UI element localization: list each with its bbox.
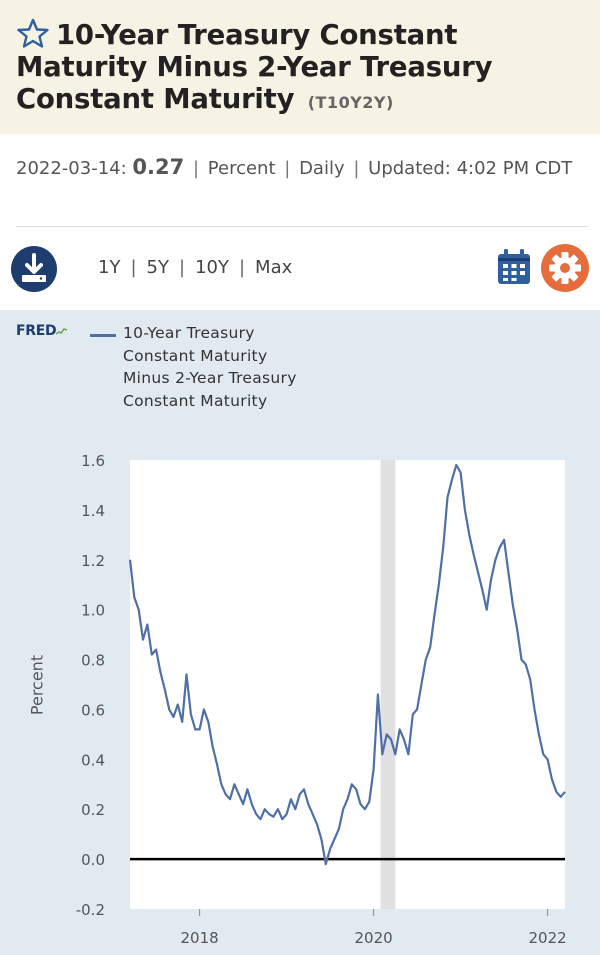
y-tick-label: 0.6 (81, 701, 105, 719)
range-1y[interactable]: 1Y (98, 257, 121, 278)
y-tick-label: -0.2 (76, 901, 105, 919)
y-tick-label: 0.8 (81, 652, 105, 670)
plot-area (130, 460, 565, 909)
updated-time: 4:02 PM CDT (456, 158, 573, 179)
range-10y[interactable]: 10Y (195, 257, 229, 278)
gear-icon[interactable] (540, 243, 590, 293)
range-max[interactable]: Max (255, 257, 293, 278)
y-tick-label: 1.2 (81, 552, 105, 570)
range-5y[interactable]: 5Y (146, 257, 169, 278)
y-tick-label: 0.2 (81, 801, 105, 819)
recession-band (380, 460, 396, 909)
page-header: 10-Year Treasury Constant Maturity Minus… (0, 0, 600, 134)
series-id: (T10Y2Y) (307, 93, 394, 112)
y-tick-label: 0.4 (81, 751, 105, 769)
title-text: 10-Year Treasury Constant Maturity Minus… (16, 19, 493, 115)
star-icon[interactable] (16, 18, 50, 48)
fred-logo: FRED (16, 323, 68, 339)
observation-value: 0.27 (132, 155, 185, 179)
y-tick-label: 0.0 (81, 851, 105, 869)
y-tick-label: 1.6 (81, 452, 105, 470)
legend-swatch (90, 334, 116, 337)
date-range-links: 1Y | 5Y | 10Y | Max (98, 257, 293, 278)
observation-summary: 2022-03-14: 0.27 | Percent | Daily | Upd… (16, 155, 573, 179)
updated-label: Updated: (368, 158, 451, 179)
divider (16, 226, 588, 227)
chart-panel: FRED 10-Year Treasury Constant Maturity … (0, 310, 600, 955)
frequency-label: Daily (299, 158, 345, 179)
line-chart: 1.6 1.4 1.2 1.0 0.8 0.6 0.4 0.2 0.0 -0.2 2018 2020 2… (76, 452, 567, 947)
units-label: Percent (207, 158, 276, 179)
x-tick-label: 2018 (181, 929, 219, 947)
x-tick-label: 2020 (355, 929, 393, 947)
download-icon[interactable] (10, 245, 58, 293)
y-axis-title: Percent (27, 654, 47, 716)
y-tick-label: 1.4 (81, 502, 105, 520)
observation-date: 2022-03-14: (16, 158, 127, 179)
series-line (128, 463, 566, 866)
y-tick-label: 1.0 (81, 602, 105, 620)
page-title: 10-Year Treasury Constant Maturity Minus… (16, 18, 584, 119)
toolbar: 1Y | 5Y | 10Y | Max (0, 243, 600, 299)
x-tick-label: 2022 (529, 929, 567, 947)
calendar-icon[interactable] (496, 248, 532, 286)
legend-label: 10-Year Treasury Constant Maturity Minus… (123, 324, 297, 410)
